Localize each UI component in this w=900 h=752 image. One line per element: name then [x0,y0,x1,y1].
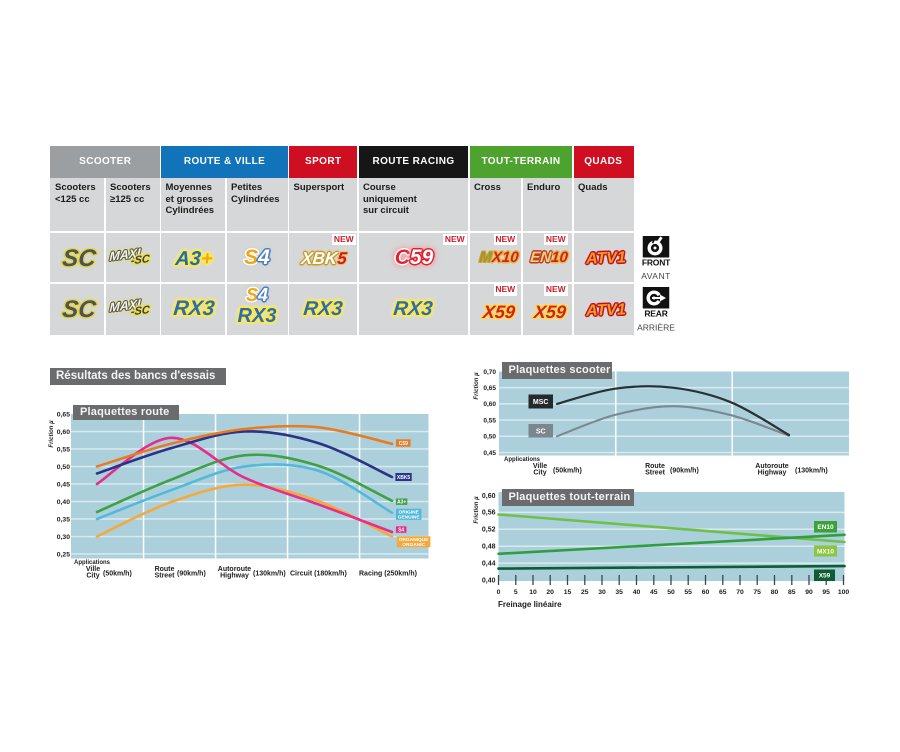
svg-text:ORGANIC: ORGANIC [402,542,425,548]
svg-text:GENUINE: GENUINE [398,515,421,521]
svg-text:XBK5: XBK5 [397,475,411,481]
svg-text:(90km/h): (90km/h) [177,571,206,578]
svg-text:10: 10 [529,589,537,596]
svg-text:AVANT: AVANT [641,271,671,281]
svg-text:0,30: 0,30 [57,534,70,541]
svg-text:REAR: REAR [644,309,667,319]
svg-text:70: 70 [736,589,744,596]
svg-text:Friction µ: Friction µ [49,420,55,448]
svg-text:(130km/h): (130km/h) [795,468,828,475]
svg-text:0,70: 0,70 [483,369,496,376]
svg-text:0,65: 0,65 [57,411,70,418]
svg-text:0,45: 0,45 [483,450,496,457]
svg-text:0,50: 0,50 [57,464,70,471]
svg-text:EN10: EN10 [817,524,834,531]
svg-text:Autoroute: Autoroute [218,566,252,573]
svg-text:City: City [533,470,546,477]
svg-text:Ville: Ville [533,463,547,470]
svg-text:0,40: 0,40 [482,577,496,584]
svg-text:ORGANIQUE: ORGANIQUE [399,537,429,543]
svg-text:0,25: 0,25 [57,551,70,558]
svg-text:50: 50 [667,589,675,596]
svg-text:95: 95 [822,589,830,596]
svg-text:0,65: 0,65 [483,385,496,392]
svg-text:Friction µ: Friction µ [474,496,480,524]
svg-text:Racing (250km/h): Racing (250km/h) [359,571,417,578]
svg-text:A3+: A3+ [397,500,406,506]
svg-text:Route: Route [645,463,665,470]
svg-text:30: 30 [598,589,606,596]
svg-text:Applications: Applications [74,560,111,566]
svg-text:25: 25 [581,589,589,596]
svg-text:0,44: 0,44 [482,560,496,567]
svg-text:MX10: MX10 [817,548,834,555]
svg-text:(90km/h): (90km/h) [670,468,699,475]
svg-text:85: 85 [788,589,796,596]
svg-text:0,35: 0,35 [57,516,70,523]
svg-text:0,50: 0,50 [483,434,496,441]
svg-text:City: City [86,573,99,580]
svg-text:S4: S4 [398,527,404,533]
svg-text:FRONT: FRONT [642,258,671,268]
svg-text:MSC: MSC [533,399,549,406]
svg-text:5: 5 [514,589,518,596]
svg-text:Route: Route [155,566,175,573]
svg-text:Street: Street [645,470,666,477]
svg-text:SC: SC [536,428,546,435]
svg-text:0,48: 0,48 [482,544,496,551]
svg-text:Highway: Highway [220,573,249,580]
svg-text:80: 80 [771,589,779,596]
svg-text:0,60: 0,60 [57,429,70,436]
svg-text:45: 45 [650,589,658,596]
svg-text:Freinage linéaire: Freinage linéaire [498,600,562,609]
svg-text:Highway: Highway [758,470,787,477]
svg-text:Applications: Applications [504,457,541,463]
svg-text:ORIGINE: ORIGINE [399,509,420,515]
svg-text:Circuit (180km/h): Circuit (180km/h) [290,571,347,578]
svg-text:Ville: Ville [86,566,100,573]
svg-text:Street: Street [155,573,176,580]
svg-text:75: 75 [753,589,761,596]
svg-text:100: 100 [838,589,850,596]
svg-text:0,60: 0,60 [482,493,496,500]
svg-text:35: 35 [615,589,623,596]
svg-text:20: 20 [546,589,554,596]
svg-text:15: 15 [564,589,572,596]
svg-text:(50km/h): (50km/h) [553,468,582,475]
svg-text:(50km/h): (50km/h) [103,571,132,578]
svg-text:0,52: 0,52 [482,527,496,534]
svg-text:60: 60 [702,589,710,596]
svg-text:0,60: 0,60 [483,401,496,408]
svg-text:C59: C59 [399,441,408,447]
svg-text:Friction µ: Friction µ [474,372,480,400]
svg-text:0,40: 0,40 [57,499,70,506]
svg-text:0,56: 0,56 [482,510,496,517]
svg-text:0,45: 0,45 [57,481,70,488]
svg-text:0: 0 [497,589,501,596]
svg-text:0,55: 0,55 [483,417,496,424]
svg-text:40: 40 [633,589,641,596]
svg-text:0,55: 0,55 [57,446,70,453]
svg-text:Autoroute: Autoroute [755,463,789,470]
svg-text:(130km/h): (130km/h) [253,571,286,578]
svg-text:90: 90 [805,589,813,596]
svg-text:65: 65 [719,589,727,596]
svg-text:ARRIÈRE: ARRIÈRE [637,323,675,333]
svg-text:55: 55 [684,589,692,596]
svg-text:X59: X59 [819,573,831,580]
